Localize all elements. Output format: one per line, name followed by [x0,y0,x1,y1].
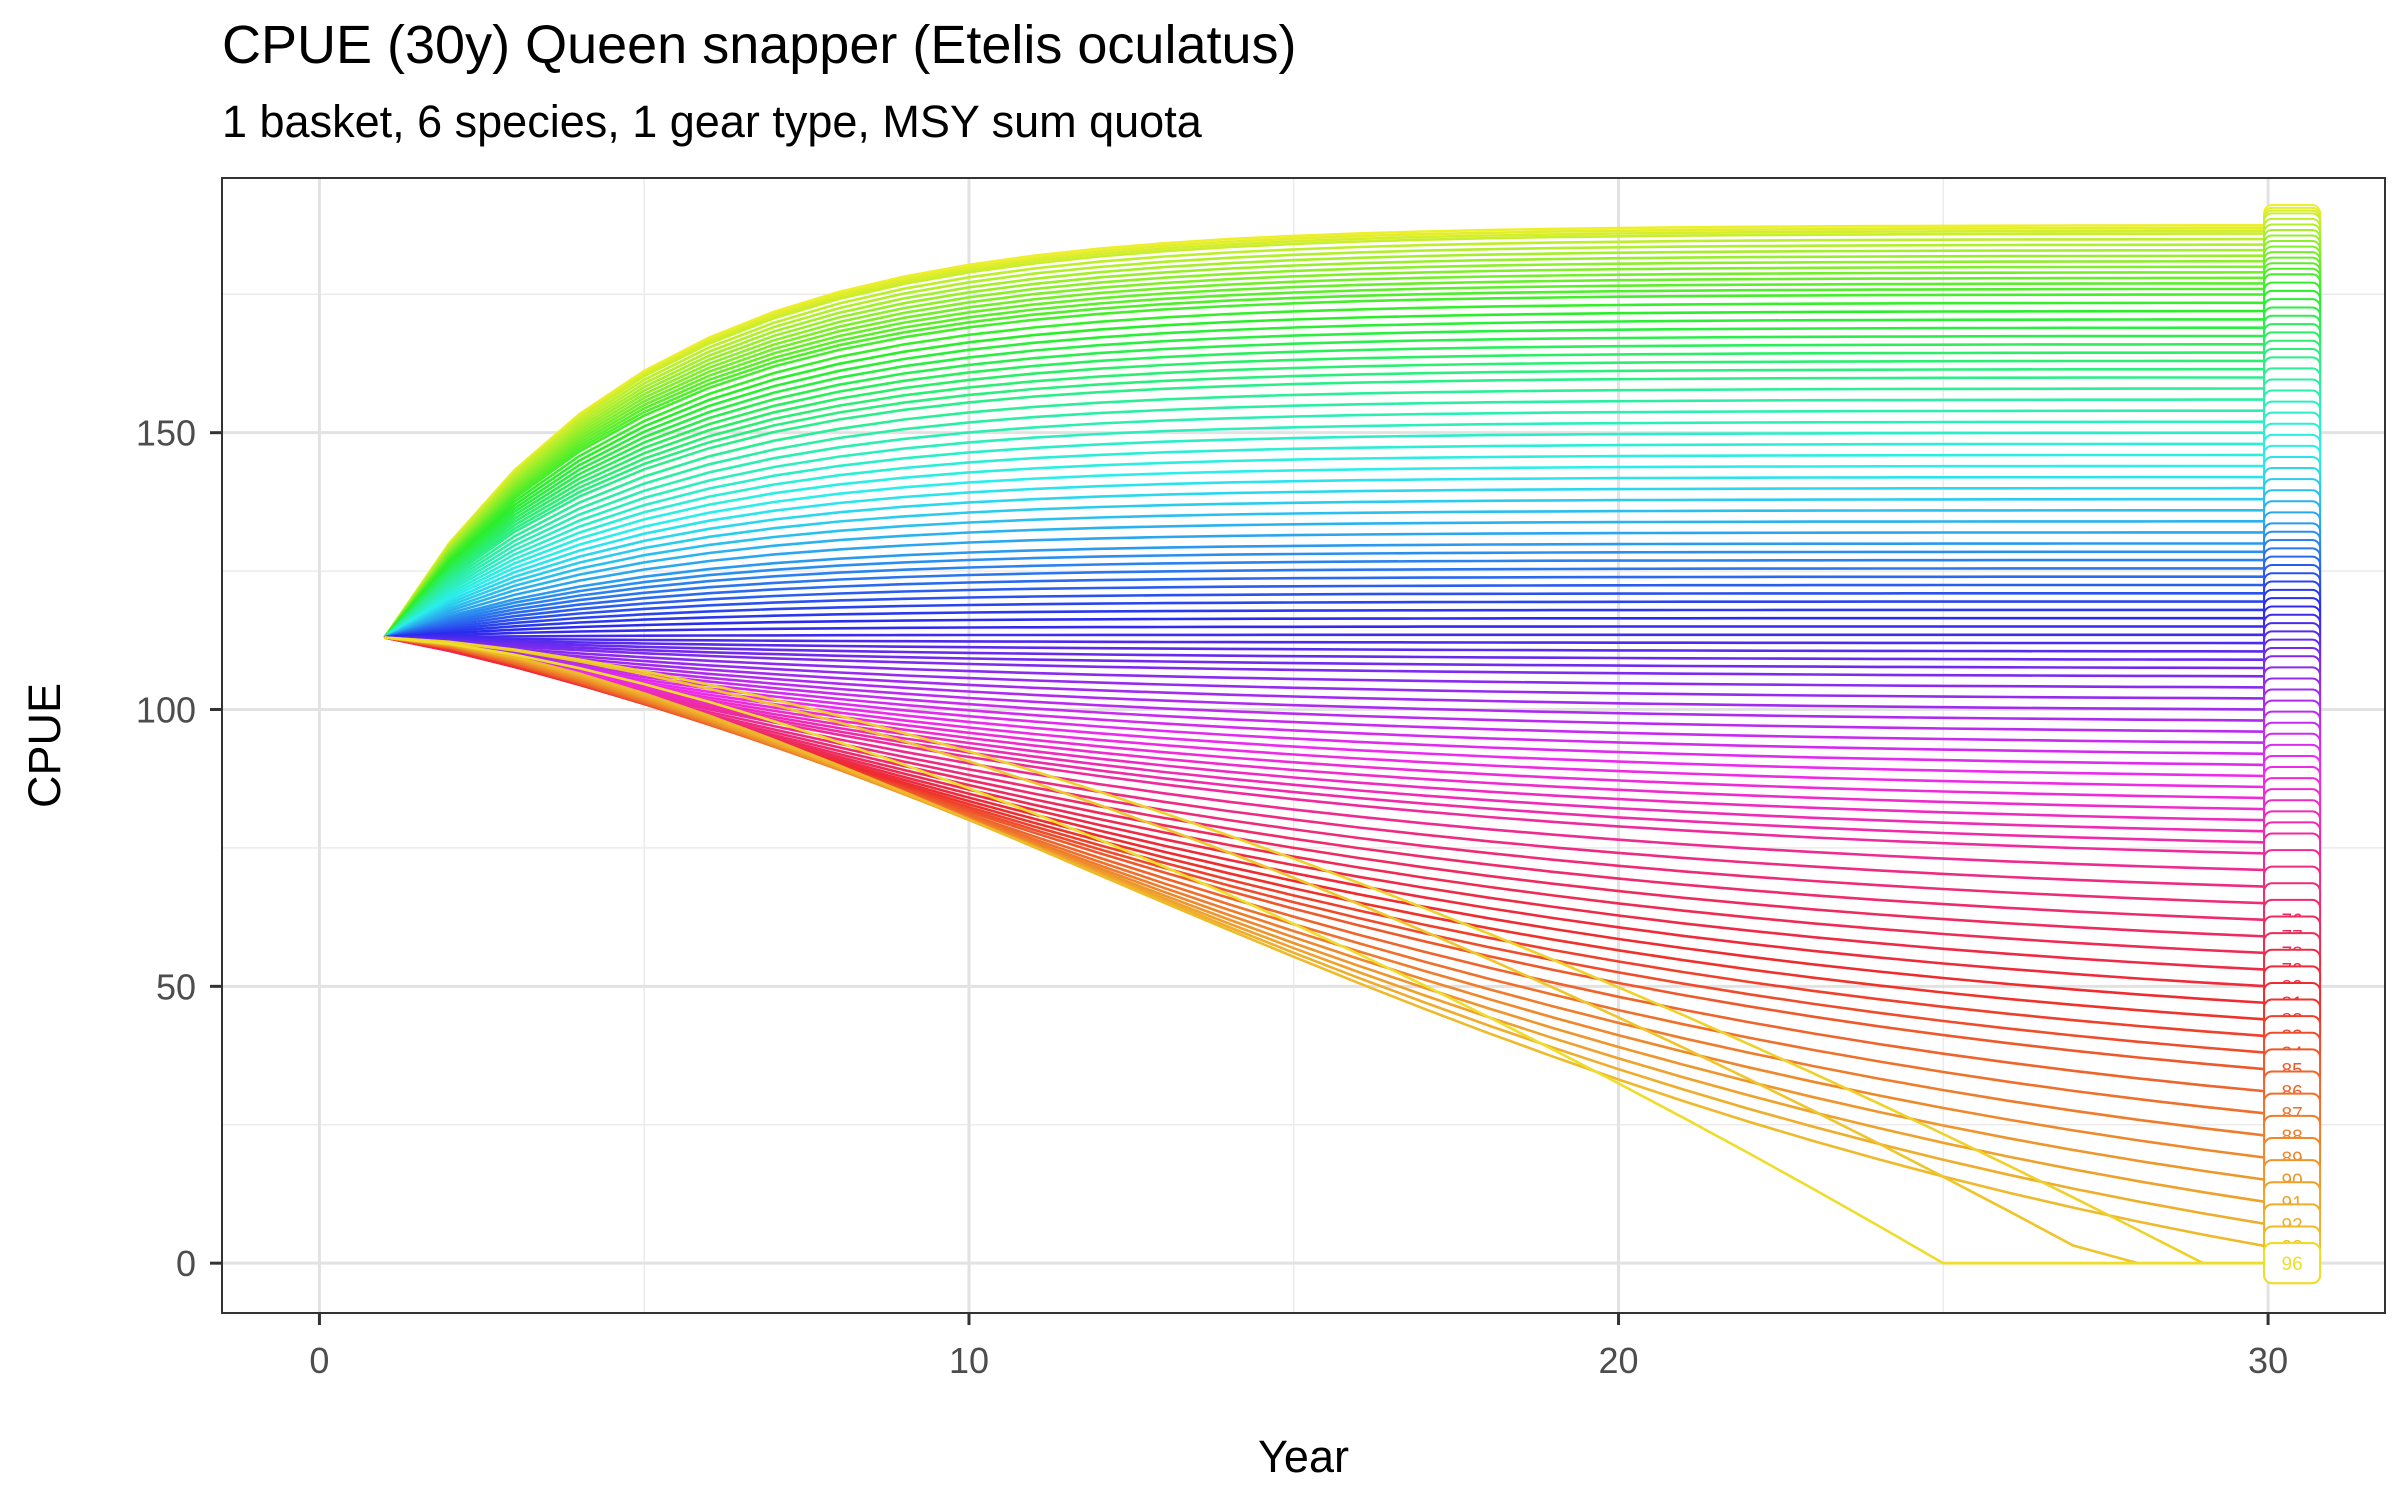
series-line [384,636,2269,662]
series-line [383,351,2269,639]
series-line [383,334,2269,639]
series-line [384,636,2269,744]
series-end-label: 96 [2263,1242,2322,1285]
series-line [383,398,2269,639]
series-line [383,497,2269,639]
y-axis-title: CPUE [19,683,70,808]
series-line [384,636,2269,1265]
series-line [384,636,2269,855]
series-line [384,636,2269,833]
series-line [384,558,2269,639]
series-line [383,301,2269,639]
series-line [384,550,2269,639]
series-line [383,265,2269,639]
grid [222,178,2385,1313]
series-line [384,636,2269,1182]
series-end-label-box [2263,1242,2322,1285]
panel-border [221,177,2386,1314]
series-line [384,636,2269,711]
series-line [383,243,2269,639]
series-line [383,376,2269,639]
y-tick-label: 0 [176,1243,196,1284]
series-line [384,608,2269,639]
series-line [384,583,2269,639]
series-line [383,229,2269,639]
series-line [384,600,2269,639]
series-line [383,519,2269,639]
series-line [383,282,2269,639]
series-line [383,409,2269,639]
series-line [383,237,2269,639]
series-line [384,616,2269,639]
y-tick-label: 150 [136,413,196,454]
series-line [383,359,2269,639]
series-line [384,636,2269,822]
chart-title: CPUE (30y) Queen snapper (Etelis oculatu… [222,15,1297,75]
y-tick-label: 50 [156,966,196,1007]
series-line [383,387,2269,639]
series-line [383,531,2269,639]
x-axis-title: Year [1258,1431,1349,1482]
series-line [384,636,2269,1248]
chart-subtitle: 1 basket, 6 species, 1 gear type, MSY su… [222,96,1202,147]
series-line [383,326,2269,639]
series-line [384,636,2269,1265]
series-line [384,636,2269,645]
series-line [383,342,2269,639]
series-line [384,633,2269,639]
series-line [383,508,2269,639]
series-end-label-text: 96 [2282,1254,2303,1275]
series-line [383,475,2269,639]
series-line [384,636,2269,1265]
x-tick-label: 30 [2248,1340,2288,1381]
series-line [383,270,2269,639]
axes: 0 10 20 30 0 50 100 150 [136,413,2288,1381]
series-line [383,464,2269,639]
series-line [383,287,2269,639]
series-line [383,226,2269,639]
series-line [383,367,2269,639]
series-line [383,276,2269,639]
series-line [384,636,2269,653]
series-line [384,575,2269,639]
series-line [384,636,2269,800]
series-line [384,591,2269,639]
series-line [384,636,2269,778]
series-line [384,567,2269,639]
series-line [384,636,2269,722]
series-line [383,309,2269,639]
series-line [384,636,2269,844]
series-line [384,636,2269,1226]
series-line [383,232,2269,639]
series-line [383,486,2269,639]
series-line [384,636,2269,700]
series-line [383,453,2269,639]
series-line [383,259,2269,639]
series-line [384,636,2269,1204]
series-line [383,254,2269,639]
series-line [384,636,2269,678]
series-line [383,318,2269,639]
x-tick-label: 0 [309,1340,329,1381]
series-line [383,248,2269,639]
series-lines [383,224,2269,1265]
series-line [383,224,2269,639]
series-line [384,636,2269,872]
series-line [384,636,2269,689]
series-line [383,431,2269,639]
series-line [383,293,2269,639]
x-tick-label: 20 [1599,1340,1639,1381]
series-line [384,625,2269,639]
series-end-labels: 7677787980818283848586878889909192939495… [2263,204,2322,1285]
series-line [384,636,2269,756]
series-line [384,636,2269,670]
y-tick-label: 100 [136,690,196,731]
series-line [383,442,2269,639]
series-line [384,636,2269,733]
x-tick-label: 10 [949,1340,989,1381]
series-line [384,636,2269,789]
series-line [383,420,2269,639]
series-line [383,542,2269,639]
